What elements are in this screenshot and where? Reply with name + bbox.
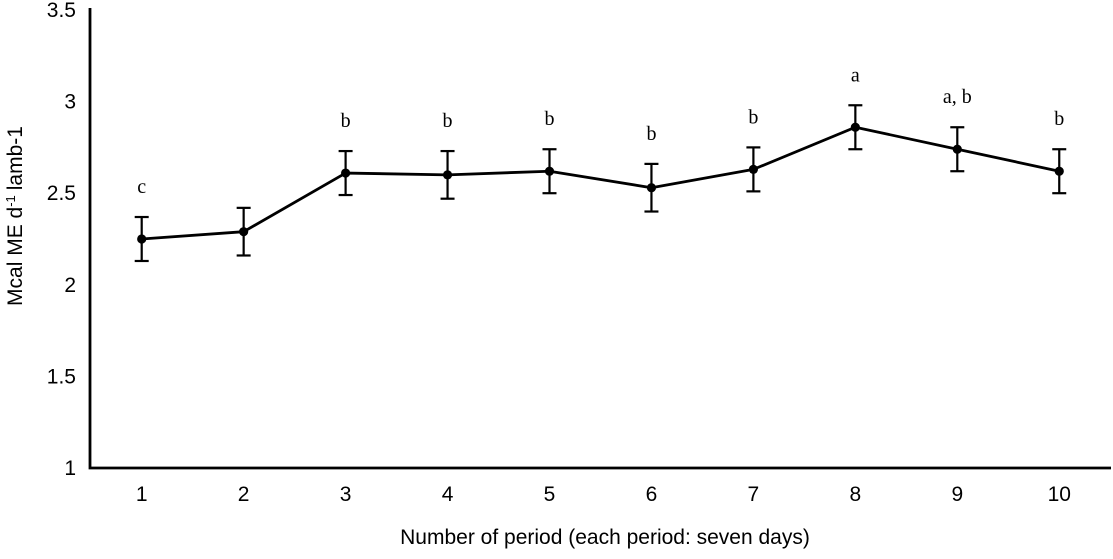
y-tick-label: 2.5 xyxy=(47,182,76,205)
data-point xyxy=(646,183,657,193)
x-axis-title: Number of period (each period: seven day… xyxy=(400,526,810,549)
series-line xyxy=(141,125,1060,241)
y-tick-label: 3.5 xyxy=(47,0,76,22)
data-point xyxy=(952,144,962,154)
sig-letter: a xyxy=(851,64,860,86)
x-tick-label: 4 xyxy=(442,483,454,506)
y-axis-title: Mcal ME d-1lamb-1 xyxy=(3,126,27,306)
error-bars-layer xyxy=(134,104,1067,263)
data-series-layer xyxy=(141,125,1060,241)
sig-letter: b xyxy=(1054,108,1064,130)
data-point xyxy=(239,227,249,237)
data-point xyxy=(748,164,759,174)
x-tick-label: 5 xyxy=(544,483,556,506)
sig-letter: b xyxy=(646,123,656,145)
tick-labels-layer: 1 1.5 2 2.5 3 3.5 1 2 3 4 5 6 7 8 9 10 xyxy=(47,0,1071,506)
y-tick-label: 2 xyxy=(64,274,76,297)
x-tick-label: 6 xyxy=(646,483,658,506)
sig-letter: b xyxy=(748,106,758,128)
sig-letter: a, b xyxy=(943,86,972,108)
sig-letter: b xyxy=(545,108,555,130)
data-point xyxy=(137,234,147,244)
axes-layer xyxy=(88,8,1111,470)
x-tick-label: 8 xyxy=(850,483,862,506)
data-point xyxy=(1054,166,1064,176)
x-tick-label: 9 xyxy=(951,483,963,506)
x-tick-label: 3 xyxy=(340,483,352,506)
x-tick-label: 7 xyxy=(748,483,760,506)
x-tick-label: 10 xyxy=(1048,483,1071,506)
sig-letter: c xyxy=(137,176,146,198)
data-points-layer xyxy=(137,122,1064,244)
data-point xyxy=(850,122,860,132)
data-point xyxy=(544,166,555,176)
data-point xyxy=(341,168,351,178)
x-tick-label: 1 xyxy=(136,483,148,506)
data-point xyxy=(442,170,453,180)
y-tick-label: 1 xyxy=(64,457,76,480)
sig-letter: b xyxy=(443,110,453,132)
sig-letter: b xyxy=(341,110,351,132)
y-tick-label: 3 xyxy=(64,91,76,114)
y-tick-label: 1.5 xyxy=(47,365,76,388)
significance-letters-layer: c b b b b b a a, b b xyxy=(137,64,1064,198)
axis-lines xyxy=(88,8,1111,470)
x-tick-label: 2 xyxy=(238,483,250,506)
